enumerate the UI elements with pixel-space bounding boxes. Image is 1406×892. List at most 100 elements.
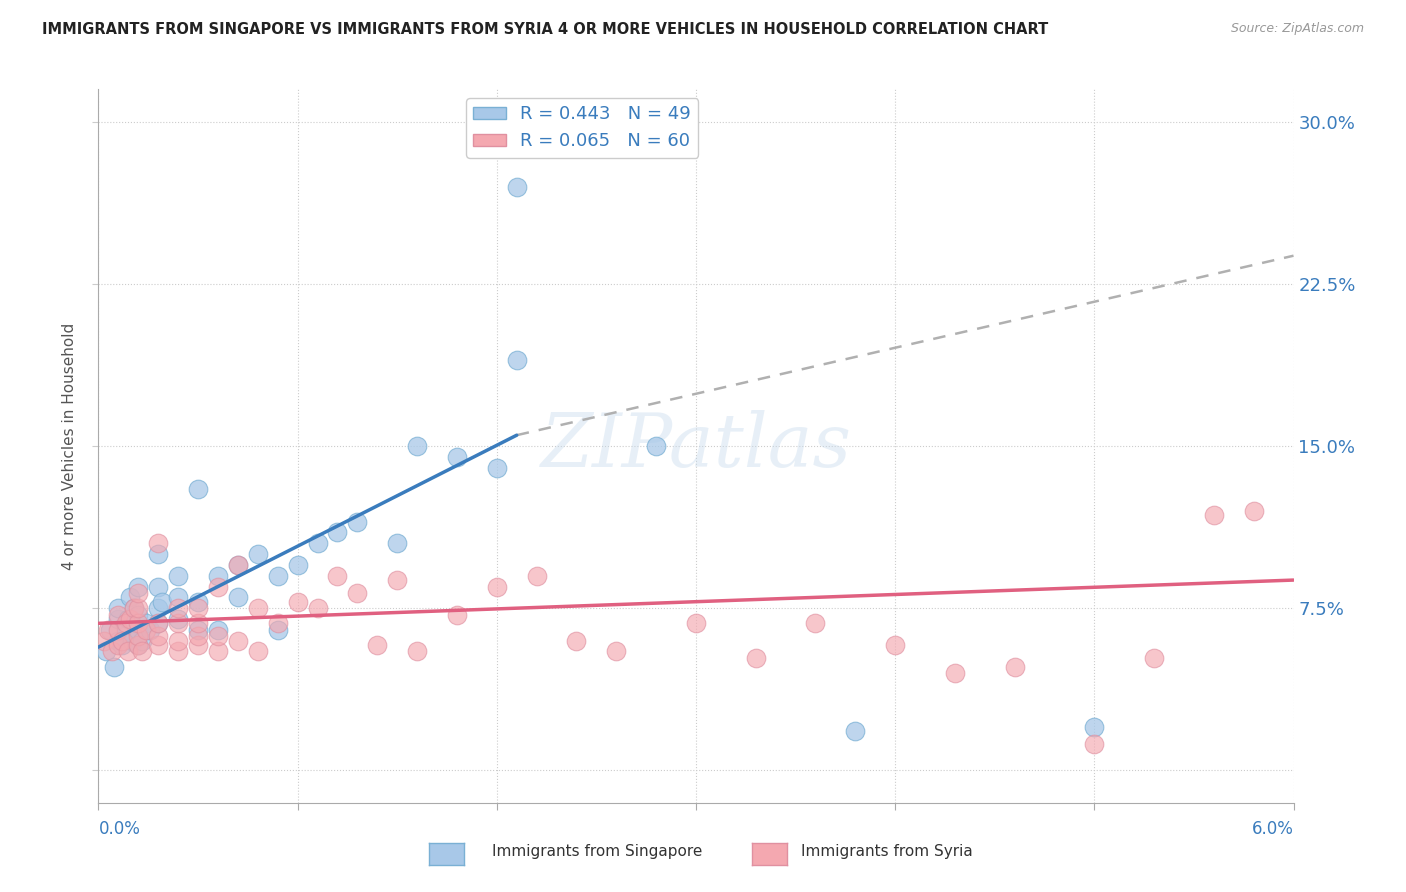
Point: [148, 536, 170, 550]
Point: [135, 623, 157, 637]
Point: [111, 638, 134, 652]
Point: [97, 623, 120, 637]
Point: [207, 644, 229, 658]
Point: [101, 644, 124, 658]
Point: [207, 568, 229, 582]
Point: [207, 623, 229, 637]
Point: [135, 616, 157, 631]
Point: [187, 629, 209, 643]
Point: [127, 629, 149, 643]
Point: [148, 629, 170, 643]
Point: [167, 591, 190, 605]
Text: IMMIGRANTS FROM SINGAPORE VS IMMIGRANTS FROM SYRIA 4 OR MORE VEHICLES IN HOUSEHO: IMMIGRANTS FROM SINGAPORE VS IMMIGRANTS …: [42, 22, 1049, 37]
Point: [485, 460, 508, 475]
Point: [148, 638, 170, 652]
Point: [127, 586, 149, 600]
Point: [406, 644, 429, 658]
Point: [107, 601, 129, 615]
Point: [127, 580, 149, 594]
Point: [167, 568, 190, 582]
Point: [115, 623, 138, 637]
Point: [103, 659, 125, 673]
Point: [506, 179, 529, 194]
Point: [127, 638, 149, 652]
Point: [111, 633, 134, 648]
Point: [107, 638, 129, 652]
Point: [115, 616, 138, 631]
Point: [267, 623, 290, 637]
Point: [207, 580, 229, 594]
Point: [148, 616, 170, 631]
Point: [167, 644, 190, 658]
Point: [287, 558, 309, 572]
Point: [267, 568, 290, 582]
Point: [131, 644, 153, 658]
Point: [307, 601, 329, 615]
Point: [366, 638, 388, 652]
Point: [446, 607, 468, 622]
Point: [187, 482, 209, 496]
Point: [98, 623, 122, 637]
Point: [485, 580, 508, 594]
Point: [267, 616, 290, 631]
Point: [1083, 738, 1105, 752]
Text: 6.0%: 6.0%: [1251, 820, 1294, 838]
Point: [605, 644, 627, 658]
Point: [167, 612, 190, 626]
Point: [226, 558, 249, 572]
Point: [1004, 659, 1026, 673]
Point: [844, 724, 866, 739]
Point: [148, 580, 170, 594]
Point: [307, 536, 329, 550]
Point: [187, 601, 209, 615]
Point: [187, 638, 209, 652]
Point: [246, 547, 269, 561]
Point: [326, 525, 349, 540]
Point: [326, 568, 349, 582]
Point: [246, 644, 269, 658]
Point: [804, 616, 827, 631]
Point: [385, 536, 409, 550]
Point: [120, 612, 142, 626]
Point: [406, 439, 429, 453]
Text: Immigrants from Singapore: Immigrants from Singapore: [492, 845, 703, 859]
Point: [645, 439, 668, 453]
Text: ZIPatlas: ZIPatlas: [540, 409, 852, 483]
Text: Immigrants from Syria: Immigrants from Syria: [801, 845, 973, 859]
Point: [207, 629, 229, 643]
Point: [107, 612, 129, 626]
Y-axis label: 4 or more Vehicles in Household: 4 or more Vehicles in Household: [62, 322, 77, 570]
Point: [226, 591, 249, 605]
Point: [884, 638, 907, 652]
Point: [124, 601, 146, 615]
Point: [226, 558, 249, 572]
Point: [148, 547, 170, 561]
Legend: R = 0.443   N = 49, R = 0.065   N = 60: R = 0.443 N = 49, R = 0.065 N = 60: [465, 98, 699, 158]
Point: [346, 586, 368, 600]
Point: [117, 644, 139, 658]
Point: [187, 616, 209, 631]
Point: [1083, 720, 1105, 734]
Point: [167, 633, 190, 648]
Text: Source: ZipAtlas.com: Source: ZipAtlas.com: [1230, 22, 1364, 36]
Point: [93, 633, 115, 648]
Point: [346, 515, 368, 529]
Point: [124, 601, 146, 615]
Point: [506, 352, 529, 367]
Point: [148, 616, 170, 631]
Point: [117, 612, 139, 626]
Point: [446, 450, 468, 464]
Point: [745, 651, 768, 665]
Point: [187, 595, 209, 609]
Point: [131, 633, 153, 648]
Point: [127, 616, 149, 631]
Point: [1202, 508, 1225, 523]
Point: [943, 666, 966, 681]
Point: [167, 601, 190, 615]
Point: [385, 573, 409, 587]
Point: [287, 595, 309, 609]
Point: [150, 595, 173, 609]
Point: [685, 616, 707, 631]
Point: [246, 601, 269, 615]
Point: [127, 601, 149, 615]
